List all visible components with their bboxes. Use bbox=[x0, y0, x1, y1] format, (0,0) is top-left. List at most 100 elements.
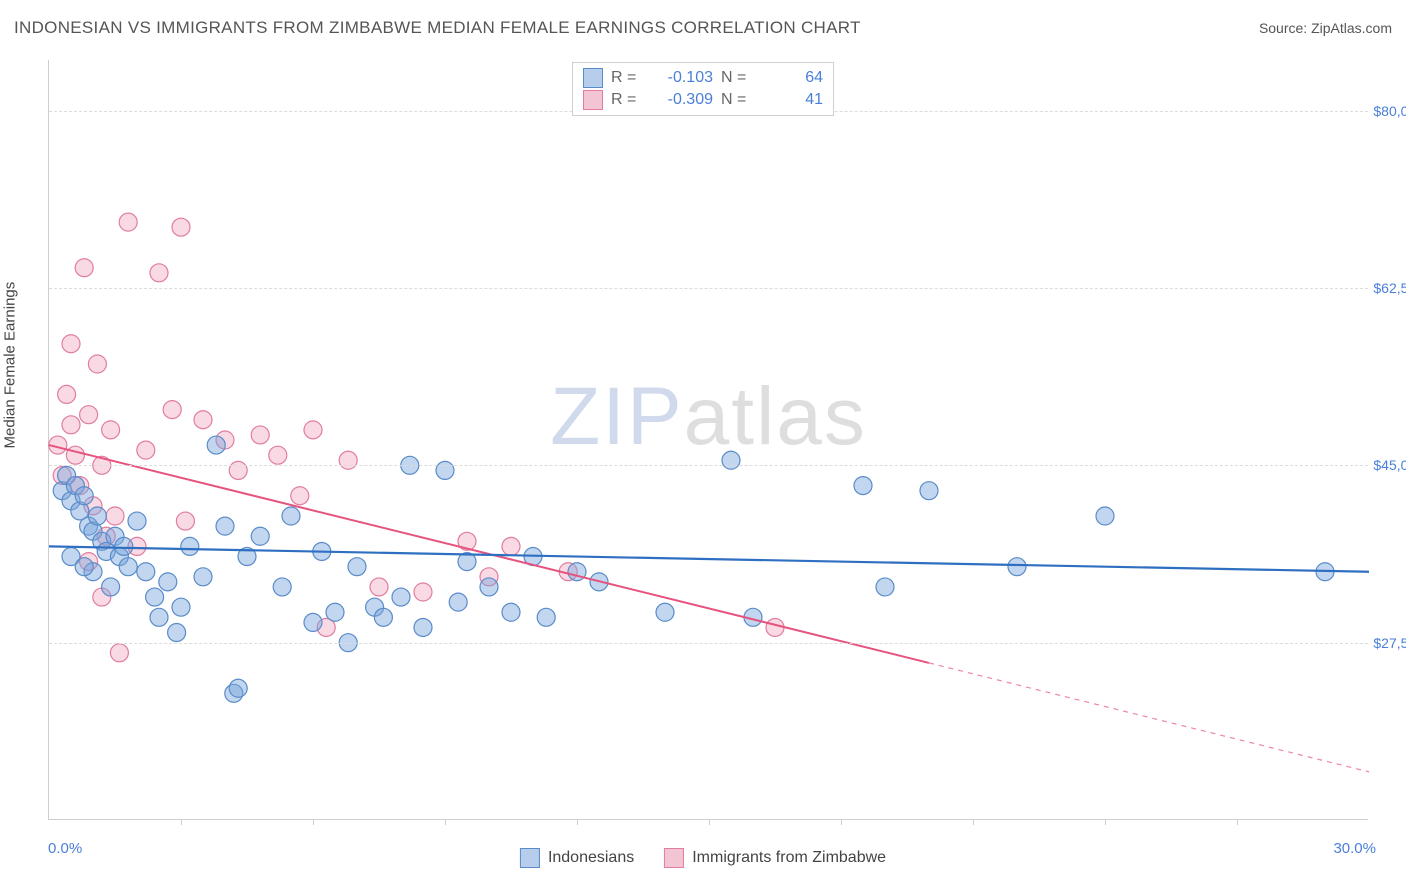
trend-line-zimbabwe-dashed bbox=[929, 663, 1369, 772]
grid-line-h bbox=[49, 465, 1368, 466]
lower-legend-label-indonesians: Indonesians bbox=[548, 849, 634, 867]
scatter-point-zimbabwe bbox=[163, 401, 181, 419]
swatch-indonesians bbox=[520, 848, 540, 868]
legend-n-val-zimbabwe: 41 bbox=[759, 91, 823, 109]
scatter-point-indonesians bbox=[656, 603, 674, 621]
scatter-point-indonesians bbox=[282, 507, 300, 525]
scatter-point-zimbabwe bbox=[119, 213, 137, 231]
x-tick bbox=[577, 819, 578, 825]
scatter-point-indonesians bbox=[722, 451, 740, 469]
scatter-point-indonesians bbox=[150, 608, 168, 626]
scatter-point-zimbabwe bbox=[62, 416, 80, 434]
upper-legend: R = -0.103 N = 64 R = -0.309 N = 41 bbox=[572, 62, 834, 116]
scatter-point-indonesians bbox=[436, 461, 454, 479]
scatter-point-zimbabwe bbox=[150, 264, 168, 282]
scatter-point-zimbabwe bbox=[339, 451, 357, 469]
x-tick bbox=[1237, 819, 1238, 825]
plot-area: ZIPatlas $27,500$45,000$62,500$80,000 bbox=[48, 60, 1368, 820]
scatter-point-indonesians bbox=[920, 482, 938, 500]
legend-n-val-indonesians: 64 bbox=[759, 69, 823, 87]
scatter-point-indonesians bbox=[374, 608, 392, 626]
legend-r-val-indonesians: -0.103 bbox=[649, 69, 713, 87]
scatter-point-zimbabwe bbox=[370, 578, 388, 596]
scatter-point-indonesians bbox=[207, 436, 225, 454]
scatter-point-zimbabwe bbox=[229, 461, 247, 479]
x-axis-min-label: 0.0% bbox=[48, 840, 82, 857]
scatter-point-indonesians bbox=[146, 588, 164, 606]
scatter-point-zimbabwe bbox=[75, 259, 93, 277]
y-axis-title: Median Female Earnings bbox=[2, 282, 19, 449]
scatter-point-indonesians bbox=[1008, 558, 1026, 576]
scatter-point-indonesians bbox=[876, 578, 894, 596]
scatter-point-zimbabwe bbox=[502, 537, 520, 555]
scatter-point-zimbabwe bbox=[414, 583, 432, 601]
scatter-point-zimbabwe bbox=[102, 421, 120, 439]
upper-legend-row-zimbabwe: R = -0.309 N = 41 bbox=[583, 89, 823, 111]
chart-svg bbox=[49, 60, 1368, 819]
grid-line-h bbox=[49, 643, 1368, 644]
x-tick bbox=[709, 819, 710, 825]
scatter-point-indonesians bbox=[194, 568, 212, 586]
scatter-point-indonesians bbox=[75, 487, 93, 505]
lower-legend-label-zimbabwe: Immigrants from Zimbabwe bbox=[692, 849, 886, 867]
scatter-point-indonesians bbox=[414, 618, 432, 636]
scatter-point-indonesians bbox=[229, 679, 247, 697]
legend-n-label: N = bbox=[721, 91, 751, 109]
scatter-point-indonesians bbox=[137, 563, 155, 581]
scatter-point-zimbabwe bbox=[80, 406, 98, 424]
chart-source: Source: ZipAtlas.com bbox=[1259, 20, 1392, 36]
scatter-point-indonesians bbox=[216, 517, 234, 535]
scatter-point-indonesians bbox=[115, 537, 133, 555]
scatter-point-zimbabwe bbox=[137, 441, 155, 459]
legend-r-label: R = bbox=[611, 91, 641, 109]
scatter-point-indonesians bbox=[1096, 507, 1114, 525]
lower-legend-indonesians: Indonesians bbox=[520, 848, 634, 868]
scatter-point-indonesians bbox=[392, 588, 410, 606]
scatter-point-zimbabwe bbox=[304, 421, 322, 439]
scatter-point-indonesians bbox=[854, 477, 872, 495]
legend-n-label: N = bbox=[721, 69, 751, 87]
scatter-point-indonesians bbox=[119, 558, 137, 576]
scatter-point-indonesians bbox=[304, 613, 322, 631]
legend-r-label: R = bbox=[611, 69, 641, 87]
scatter-point-indonesians bbox=[480, 578, 498, 596]
scatter-point-zimbabwe bbox=[269, 446, 287, 464]
scatter-point-indonesians bbox=[326, 603, 344, 621]
scatter-point-zimbabwe bbox=[291, 487, 309, 505]
scatter-point-zimbabwe bbox=[172, 218, 190, 236]
scatter-point-indonesians bbox=[75, 558, 93, 576]
scatter-point-zimbabwe bbox=[766, 618, 784, 636]
y-tick-label: $45,000 bbox=[1373, 457, 1406, 473]
scatter-point-zimbabwe bbox=[110, 644, 128, 662]
grid-line-h bbox=[49, 288, 1368, 289]
swatch-zimbabwe bbox=[664, 848, 684, 868]
scatter-point-indonesians bbox=[168, 624, 186, 642]
scatter-point-indonesians bbox=[348, 558, 366, 576]
scatter-point-indonesians bbox=[181, 537, 199, 555]
scatter-point-indonesians bbox=[449, 593, 467, 611]
scatter-point-zimbabwe bbox=[58, 385, 76, 403]
scatter-point-indonesians bbox=[102, 578, 120, 596]
scatter-point-zimbabwe bbox=[251, 426, 269, 444]
scatter-point-zimbabwe bbox=[62, 335, 80, 353]
scatter-point-indonesians bbox=[88, 507, 106, 525]
x-axis-max-label: 30.0% bbox=[1333, 840, 1376, 857]
scatter-point-indonesians bbox=[537, 608, 555, 626]
swatch-indonesians bbox=[583, 68, 603, 88]
scatter-point-zimbabwe bbox=[88, 355, 106, 373]
scatter-point-indonesians bbox=[128, 512, 146, 530]
x-tick bbox=[445, 819, 446, 825]
upper-legend-row-indonesians: R = -0.103 N = 64 bbox=[583, 67, 823, 89]
y-tick-label: $62,500 bbox=[1373, 280, 1406, 296]
x-tick bbox=[313, 819, 314, 825]
scatter-point-zimbabwe bbox=[194, 411, 212, 429]
chart-title: INDONESIAN VS IMMIGRANTS FROM ZIMBABWE M… bbox=[14, 18, 861, 38]
y-tick-label: $80,000 bbox=[1373, 103, 1406, 119]
scatter-point-indonesians bbox=[273, 578, 291, 596]
y-tick-label: $27,500 bbox=[1373, 635, 1406, 651]
scatter-point-indonesians bbox=[172, 598, 190, 616]
scatter-point-zimbabwe bbox=[176, 512, 194, 530]
x-tick bbox=[841, 819, 842, 825]
x-tick bbox=[973, 819, 974, 825]
x-tick bbox=[181, 819, 182, 825]
